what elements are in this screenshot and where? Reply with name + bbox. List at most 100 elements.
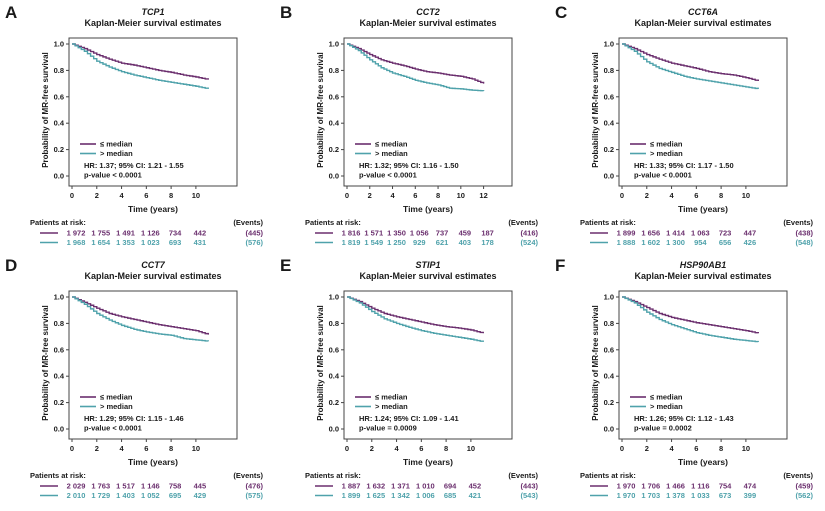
- risk-events: (476): [245, 482, 263, 491]
- x-axis-label: Time (years): [128, 457, 178, 467]
- y-axis-label: Probability of MR-free survival: [591, 52, 600, 168]
- risk-count: 1 126: [141, 229, 160, 238]
- gene-title: CCT2: [416, 7, 440, 17]
- risk-count: 1 033: [691, 491, 710, 500]
- plot-frame: [343, 290, 513, 440]
- risk-count: 1 549: [364, 238, 383, 247]
- events-header: (Events): [233, 471, 263, 480]
- y-tick-label: 0.0: [604, 172, 614, 181]
- hr-ci-text: HR: 1.33; 95% CI: 1.17 - 1.50: [634, 161, 734, 170]
- y-tick-label: 0.8: [54, 66, 64, 75]
- panel-A: A TCP1 Kaplan-Meier survival estimates 0.0 0…: [0, 0, 275, 253]
- plot-subtitle: Kaplan-Meier survival estimates: [84, 18, 221, 28]
- panel-B: B CCT2 Kaplan-Meier survival estimates 0.0 0…: [275, 0, 550, 253]
- panel-letter: E: [280, 256, 291, 275]
- y-tick-label: 0.2: [329, 398, 339, 407]
- events-header: (Events): [233, 218, 263, 227]
- km-curve-le-median: [72, 296, 209, 335]
- gene-title: HSP90AB1: [680, 260, 727, 270]
- y-axis-label: Probability of MR-free survival: [41, 305, 50, 421]
- y-tick-label: 1.0: [54, 40, 64, 49]
- legend-label: ≤ median: [375, 393, 408, 402]
- legend-label: ≤ median: [650, 140, 683, 149]
- risk-events: (548): [795, 238, 813, 247]
- risk-events: (524): [520, 238, 538, 247]
- risk-events: (443): [520, 482, 538, 491]
- plot-subtitle: Kaplan-Meier survival estimates: [359, 18, 496, 28]
- risk-count: 1 371: [391, 482, 410, 491]
- x-tick-label: 12: [479, 191, 487, 200]
- y-tick-label: 0.2: [329, 145, 339, 154]
- risk-count: 1 763: [91, 482, 110, 491]
- events-header: (Events): [783, 471, 813, 480]
- gene-title: CCT7: [141, 260, 165, 270]
- legend-label: > median: [650, 402, 683, 411]
- y-tick-label: 0.2: [604, 145, 614, 154]
- y-tick-label: 0.0: [604, 425, 614, 434]
- panel-letter: A: [5, 3, 17, 22]
- risk-count: 1 887: [342, 482, 361, 491]
- risk-count: 1 491: [116, 229, 135, 238]
- x-tick-label: 8: [436, 191, 440, 200]
- events-header: (Events): [508, 471, 538, 480]
- x-tick-label: 6: [144, 444, 148, 453]
- risk-events: (438): [795, 229, 813, 238]
- events-header: (Events): [783, 218, 813, 227]
- plot-subtitle: Kaplan-Meier survival estimates: [84, 271, 221, 281]
- y-tick-label: 0.6: [329, 92, 339, 101]
- risk-events: (459): [795, 482, 813, 491]
- y-tick-label: 0.6: [54, 92, 64, 101]
- hr-ci-text: HR: 1.37; 95% CI: 1.21 - 1.55: [84, 161, 184, 170]
- y-axis-label: Probability of MR-free survival: [591, 305, 600, 421]
- hr-ci-text: HR: 1.29; 95% CI: 1.15 - 1.46: [84, 414, 184, 423]
- y-tick-label: 0.6: [54, 345, 64, 354]
- risk-count: 1 063: [691, 229, 710, 238]
- y-tick-label: 0.4: [54, 119, 65, 128]
- x-tick-label: 0: [620, 444, 624, 453]
- risk-count: 754: [719, 482, 732, 491]
- plot-frame: [618, 37, 788, 187]
- y-tick-label: 0.4: [329, 119, 340, 128]
- x-axis-label: Time (years): [403, 457, 453, 467]
- hr-ci-text: HR: 1.26; 95% CI: 1.12 - 1.43: [634, 414, 734, 423]
- x-tick-label: 10: [467, 444, 475, 453]
- y-tick-label: 0.8: [54, 319, 64, 328]
- panel-letter: F: [555, 256, 565, 275]
- km-curve-le-median: [72, 43, 209, 80]
- risk-count: 452: [469, 482, 482, 491]
- risk-count: 1 729: [91, 491, 110, 500]
- km-curve-gt-median: [622, 296, 759, 343]
- y-tick-label: 0.6: [604, 345, 614, 354]
- risk-events: (416): [520, 229, 538, 238]
- legend-label: > median: [100, 149, 133, 158]
- risk-count: 1 968: [67, 238, 86, 247]
- x-tick-label: 2: [368, 191, 372, 200]
- risk-table-header: Patients at risk:: [305, 218, 361, 227]
- p-value-text: p-value < 0.0001: [634, 171, 692, 180]
- x-tick-label: 0: [345, 444, 349, 453]
- risk-events: (543): [520, 491, 538, 500]
- risk-count: 1 656: [641, 229, 660, 238]
- risk-count: 426: [744, 238, 757, 247]
- x-tick-label: 8: [444, 444, 448, 453]
- y-tick-label: 0.4: [604, 372, 615, 381]
- risk-count: 1 970: [617, 491, 636, 500]
- panel-D: D CCT7 Kaplan-Meier survival estimates 0.0 0…: [0, 253, 275, 506]
- x-tick-label: 8: [719, 191, 723, 200]
- y-tick-label: 1.0: [329, 40, 339, 49]
- y-tick-label: 0.4: [329, 372, 340, 381]
- risk-count: 1 972: [67, 229, 86, 238]
- x-tick-label: 6: [413, 191, 417, 200]
- risk-count: 447: [744, 229, 757, 238]
- risk-count: 403: [459, 238, 472, 247]
- p-value-text: p-value = 0.0002: [634, 424, 692, 433]
- y-axis-label: Probability of MR-free survival: [316, 52, 325, 168]
- plot-subtitle: Kaplan-Meier survival estimates: [634, 18, 771, 28]
- risk-count: 758: [169, 482, 182, 491]
- risk-count: 187: [481, 229, 494, 238]
- risk-count: 431: [194, 238, 207, 247]
- y-tick-label: 0.8: [604, 66, 614, 75]
